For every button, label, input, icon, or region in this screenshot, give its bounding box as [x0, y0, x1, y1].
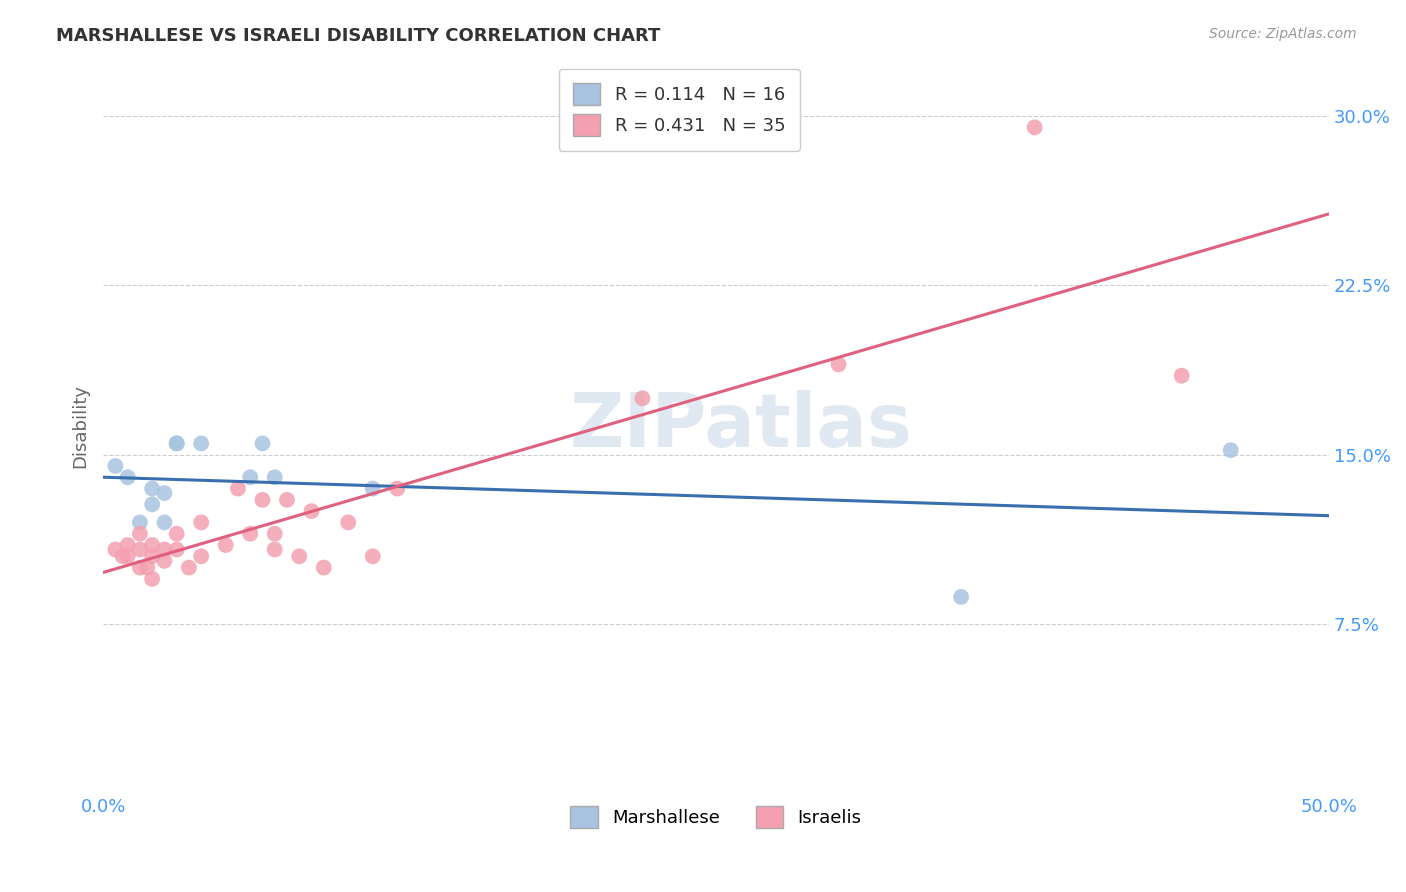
- Point: [153, 516, 176, 530]
- Point: [827, 358, 849, 372]
- Point: [190, 436, 212, 450]
- Point: [190, 516, 212, 530]
- Point: [215, 538, 238, 552]
- Point: [276, 492, 298, 507]
- Point: [141, 549, 163, 564]
- Point: [166, 526, 188, 541]
- Point: [1219, 443, 1241, 458]
- Point: [387, 482, 409, 496]
- Point: [263, 526, 285, 541]
- Point: [361, 549, 384, 564]
- Point: [631, 391, 654, 405]
- Point: [153, 542, 176, 557]
- Point: [129, 526, 152, 541]
- Y-axis label: Disability: Disability: [72, 384, 89, 468]
- Point: [288, 549, 311, 564]
- Point: [141, 482, 163, 496]
- Point: [177, 560, 200, 574]
- Point: [129, 560, 152, 574]
- Point: [153, 486, 176, 500]
- Point: [312, 560, 335, 574]
- Point: [104, 542, 127, 557]
- Point: [129, 542, 152, 557]
- Point: [117, 470, 139, 484]
- Legend: Marshallese, Israelis: Marshallese, Israelis: [564, 799, 869, 836]
- Point: [136, 560, 159, 574]
- Text: ZIPatlas: ZIPatlas: [569, 390, 911, 463]
- Point: [337, 516, 360, 530]
- Point: [263, 542, 285, 557]
- Point: [141, 572, 163, 586]
- Point: [166, 436, 188, 450]
- Point: [239, 470, 262, 484]
- Point: [117, 538, 139, 552]
- Point: [1024, 120, 1046, 135]
- Point: [141, 497, 163, 511]
- Point: [252, 492, 274, 507]
- Text: Source: ZipAtlas.com: Source: ZipAtlas.com: [1209, 27, 1357, 41]
- Point: [141, 538, 163, 552]
- Text: MARSHALLESE VS ISRAELI DISABILITY CORRELATION CHART: MARSHALLESE VS ISRAELI DISABILITY CORREL…: [56, 27, 661, 45]
- Point: [361, 482, 384, 496]
- Point: [301, 504, 323, 518]
- Point: [950, 590, 973, 604]
- Point: [263, 470, 285, 484]
- Point: [117, 549, 139, 564]
- Point: [153, 554, 176, 568]
- Point: [166, 542, 188, 557]
- Point: [226, 482, 249, 496]
- Point: [129, 516, 152, 530]
- Point: [1170, 368, 1192, 383]
- Point: [111, 549, 134, 564]
- Point: [239, 526, 262, 541]
- Point: [166, 436, 188, 450]
- Point: [104, 458, 127, 473]
- Point: [252, 436, 274, 450]
- Point: [190, 549, 212, 564]
